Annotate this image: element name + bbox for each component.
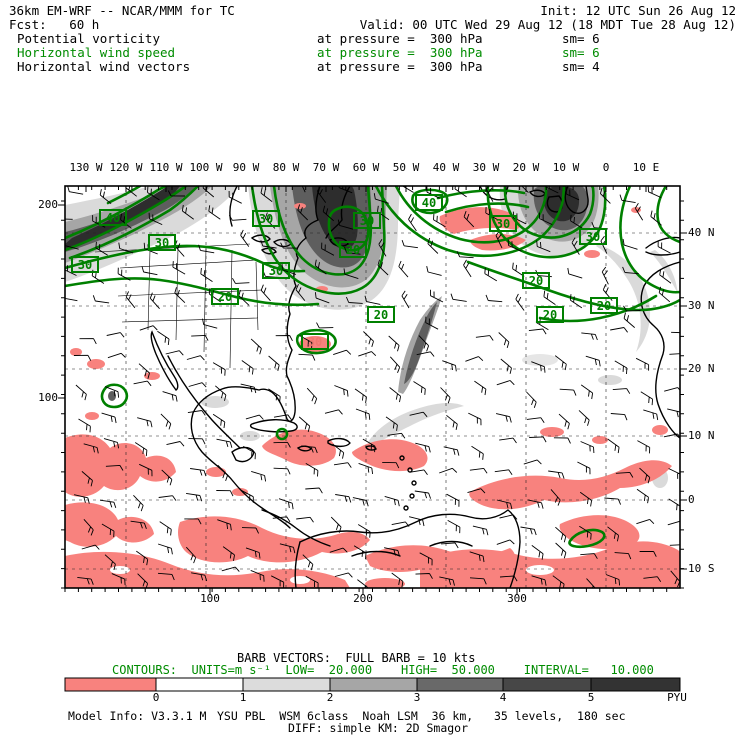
- field-2-smoothing: sm= 6: [562, 45, 600, 60]
- contour-label: 40: [99, 209, 127, 226]
- wind-speed-contours: [65, 186, 680, 549]
- contour-label: 20: [536, 306, 564, 323]
- field-3-level: at pressure = 300 hPa: [317, 59, 483, 74]
- negative-pv-shading: [65, 203, 680, 588]
- contour-label: 30: [148, 234, 176, 251]
- model-diffusion: DIFF: simple KM: 2D Smagor: [288, 721, 469, 735]
- lon-label: 10 W: [552, 161, 580, 174]
- barb-legend: BARB VECTORS: FULL BARB = 10 kts: [237, 651, 476, 665]
- contour-legend: CONTOURS: UNITS=m s⁻¹ LOW= 20.000 HIGH= …: [112, 663, 654, 677]
- model-title: 36km EM-WRF -- NCAR/MMM for TC: [9, 3, 235, 18]
- contour-label: 30: [489, 215, 517, 232]
- state-borders: [94, 243, 263, 369]
- grid-x-label: 200: [353, 592, 373, 605]
- lat-label: 30 N: [688, 299, 715, 312]
- colorbar-tick: 0: [152, 691, 160, 704]
- colorbar-tick: 3: [413, 691, 421, 704]
- model-physics: YSU PBL WSM 6class Noah LSM 36 km, 35 le…: [217, 709, 626, 723]
- grid-x-label: 100: [200, 592, 220, 605]
- field-1-level: at pressure = 300 hPa: [317, 31, 483, 46]
- colorbar-unit: PYU: [667, 691, 687, 704]
- contour-label: 30: [579, 228, 607, 245]
- field-1-name: Potential vorticity: [17, 31, 160, 46]
- field-2-name: Horizontal wind speed: [17, 45, 176, 60]
- colorbar-tick: 1: [239, 691, 247, 704]
- colorbar: [64, 677, 681, 692]
- lon-label: 80 W: [272, 161, 300, 174]
- contour-label: 20: [211, 288, 239, 305]
- contour-label: 20: [367, 306, 395, 323]
- lon-label: 70 W: [312, 161, 340, 174]
- lat-label: 10 S: [688, 562, 715, 575]
- lon-label: 50 W: [392, 161, 420, 174]
- contour-label: 30: [252, 210, 280, 227]
- contour-label: 30: [301, 333, 329, 350]
- lon-label: 100 W: [189, 161, 223, 174]
- valid-time: Valid: 00 UTC Wed 29 Aug 12 (18 MDT Tue …: [359, 17, 736, 32]
- lon-label: 40 W: [432, 161, 460, 174]
- field-3-name: Horizontal wind vectors: [17, 59, 191, 74]
- model-version: Model Info: V3.3.1 M: [68, 709, 207, 723]
- init-time: Init: 12 UTC Sun 26 Aug 12: [540, 3, 736, 18]
- colorbar-tick: 2: [326, 691, 334, 704]
- contour-label: 30: [353, 212, 381, 229]
- field-1-smoothing: sm= 6: [562, 31, 600, 46]
- lat-label: 20 N: [688, 362, 715, 375]
- grid-y-label: 200: [38, 198, 58, 211]
- grid-y-label: 100: [38, 391, 58, 404]
- lon-label: 110 W: [149, 161, 183, 174]
- contour-label: 30: [71, 256, 99, 273]
- lat-label: 40 N: [688, 226, 715, 239]
- field-3-smoothing: sm= 4: [562, 59, 600, 74]
- contour-label: 20: [522, 272, 550, 289]
- lon-label: 130 W: [69, 161, 103, 174]
- contour-label: 20: [590, 297, 618, 314]
- axis-ticks: [58, 186, 687, 595]
- lon-label: 10 E: [632, 161, 660, 174]
- colorbar-tick: 5: [587, 691, 595, 704]
- forecast-hour: Fcst: 60 h: [9, 17, 100, 32]
- lon-label: 20 W: [512, 161, 540, 174]
- grid-x-label: 300: [507, 592, 527, 605]
- lon-label: 90 W: [232, 161, 260, 174]
- colorbar-tick: 4: [499, 691, 507, 704]
- lon-label: 120 W: [109, 161, 143, 174]
- contour-label: 30: [262, 262, 290, 279]
- lon-label: 0: [602, 161, 610, 174]
- field-2-level: at pressure = 300 hPa: [317, 45, 483, 60]
- wind-barbs: [65, 186, 680, 588]
- lat-label: 0: [688, 493, 695, 506]
- lat-label: 10 N: [688, 429, 715, 442]
- lon-label: 60 W: [352, 161, 380, 174]
- contour-label: 20: [339, 241, 367, 258]
- lon-label: 30 W: [472, 161, 500, 174]
- contour-label: 40: [415, 194, 443, 211]
